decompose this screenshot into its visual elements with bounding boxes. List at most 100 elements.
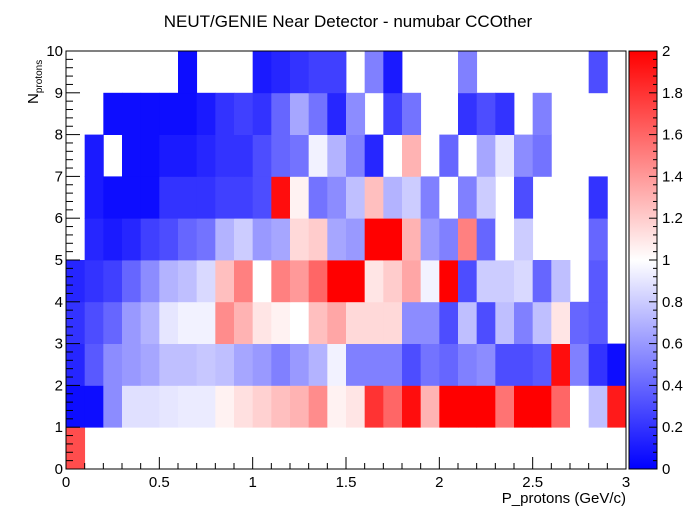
heatmap-cell bbox=[439, 343, 459, 386]
x-axis-label: P_protons (GeV/c) bbox=[502, 490, 626, 507]
heatmap-cell bbox=[514, 343, 534, 386]
heatmap-cell bbox=[290, 343, 310, 386]
heatmap-cell bbox=[308, 51, 328, 94]
heatmap-cell bbox=[215, 176, 235, 219]
y-axis: 0 1 2 3 4 5 6 7 8 9 10 bbox=[46, 43, 80, 478]
heatmap-cell bbox=[420, 301, 440, 344]
heatmap-cell bbox=[588, 385, 608, 428]
heatmap-cell bbox=[364, 385, 384, 428]
heatmap-cell bbox=[271, 51, 291, 94]
heatmap-cell bbox=[364, 343, 384, 386]
heatmap-cells bbox=[66, 51, 627, 470]
y-tick-label: 3 bbox=[55, 336, 63, 353]
heatmap-cell bbox=[570, 385, 590, 428]
heatmap-cell bbox=[364, 301, 384, 344]
heatmap-cell bbox=[103, 301, 123, 344]
heatmap-cell bbox=[308, 176, 328, 219]
heatmap-cell bbox=[159, 176, 179, 219]
heatmap-cell bbox=[84, 260, 104, 303]
heatmap-cell bbox=[346, 134, 366, 177]
heatmap-cell bbox=[346, 301, 366, 344]
heatmap-cell bbox=[290, 385, 310, 428]
color-scale-tick-label: 1.6 bbox=[662, 127, 683, 144]
heatmap-cell bbox=[308, 260, 328, 303]
heatmap-cell bbox=[66, 260, 86, 303]
heatmap-cell bbox=[476, 385, 496, 428]
color-scale-tick-label: 0.6 bbox=[662, 336, 683, 353]
heatmap-cell bbox=[103, 176, 123, 219]
heatmap-cell bbox=[383, 301, 403, 344]
heatmap-cell bbox=[476, 176, 496, 219]
x-tick-label: 0 bbox=[62, 474, 70, 491]
heatmap-cell bbox=[66, 301, 86, 344]
heatmap-cell bbox=[458, 343, 478, 386]
heatmap-cell bbox=[532, 343, 552, 386]
color-scale-tick-label: 1.2 bbox=[662, 210, 683, 227]
heatmap-cell bbox=[178, 218, 198, 261]
heatmap-cell bbox=[458, 301, 478, 344]
svg-text:Nprotons: Nprotons bbox=[25, 60, 45, 104]
heatmap-cell bbox=[103, 218, 123, 261]
heatmap-cell bbox=[327, 260, 347, 303]
heatmap-cell bbox=[364, 51, 384, 94]
heatmap-cell bbox=[271, 176, 291, 219]
color-scale-axis: 0 0.2 0.4 0.6 0.8 1 1.2 1.4 1.6 1.8 2 bbox=[649, 43, 683, 478]
heatmap-cell bbox=[103, 385, 123, 428]
heatmap-cell bbox=[439, 301, 459, 344]
heatmap-cell bbox=[252, 134, 272, 177]
heatmap-cell bbox=[103, 92, 123, 135]
heatmap-cell bbox=[327, 176, 347, 219]
heatmap-cell bbox=[271, 343, 291, 386]
heatmap-cell bbox=[327, 92, 347, 135]
y-tick-label: 8 bbox=[55, 127, 63, 144]
heatmap-cell bbox=[252, 260, 272, 303]
y-tick-label: 1 bbox=[55, 419, 63, 436]
heatmap-cell bbox=[495, 343, 515, 386]
heatmap-cell bbox=[458, 176, 478, 219]
heatmap-cell bbox=[327, 343, 347, 386]
heatmap-cell bbox=[196, 92, 216, 135]
heatmap-cell bbox=[327, 51, 347, 94]
heatmap-cell bbox=[234, 134, 254, 177]
heatmap-cell bbox=[196, 343, 216, 386]
heatmap-cell bbox=[271, 92, 291, 135]
y-tick-label: 10 bbox=[46, 43, 63, 60]
heatmap-cell bbox=[383, 51, 403, 94]
heatmap-cell bbox=[346, 176, 366, 219]
x-tick-label: 2 bbox=[435, 474, 443, 491]
heatmap-cell bbox=[252, 343, 272, 386]
heatmap-cell bbox=[458, 92, 478, 135]
heatmap-cell bbox=[215, 134, 235, 177]
heatmap-cell bbox=[140, 260, 160, 303]
heatmap-cell bbox=[495, 385, 515, 428]
heatmap-cell bbox=[327, 301, 347, 344]
heatmap-cell bbox=[551, 385, 571, 428]
heatmap-cell bbox=[290, 176, 310, 219]
heatmap-cell bbox=[383, 385, 403, 428]
heatmap-cell bbox=[122, 301, 142, 344]
x-tick-label: 3 bbox=[622, 474, 630, 491]
heatmap-cell bbox=[308, 92, 328, 135]
heatmap-cell bbox=[514, 218, 534, 261]
heatmap-cell bbox=[458, 260, 478, 303]
heatmap-cell bbox=[103, 260, 123, 303]
heatmap-cell bbox=[290, 51, 310, 94]
heatmap-cell bbox=[159, 301, 179, 344]
x-axis: 0 0.5 1 1.5 2 2.5 3 bbox=[62, 457, 630, 491]
heatmap-cell bbox=[514, 260, 534, 303]
heatmap-cell bbox=[234, 92, 254, 135]
heatmap-cell bbox=[588, 301, 608, 344]
heatmap-cell bbox=[420, 343, 440, 386]
color-scale-tick-label: 1.4 bbox=[662, 168, 683, 185]
heatmap-cell bbox=[308, 301, 328, 344]
heatmap-cell bbox=[234, 176, 254, 219]
x-tick-label: 2.5 bbox=[522, 474, 543, 491]
heatmap-cell bbox=[346, 343, 366, 386]
heatmap-cell bbox=[327, 134, 347, 177]
heatmap-cell bbox=[215, 343, 235, 386]
heatmap-cell bbox=[290, 92, 310, 135]
heatmap-cell bbox=[439, 385, 459, 428]
color-scale-tick-label: 1 bbox=[662, 252, 670, 269]
heatmap-cell bbox=[532, 134, 552, 177]
